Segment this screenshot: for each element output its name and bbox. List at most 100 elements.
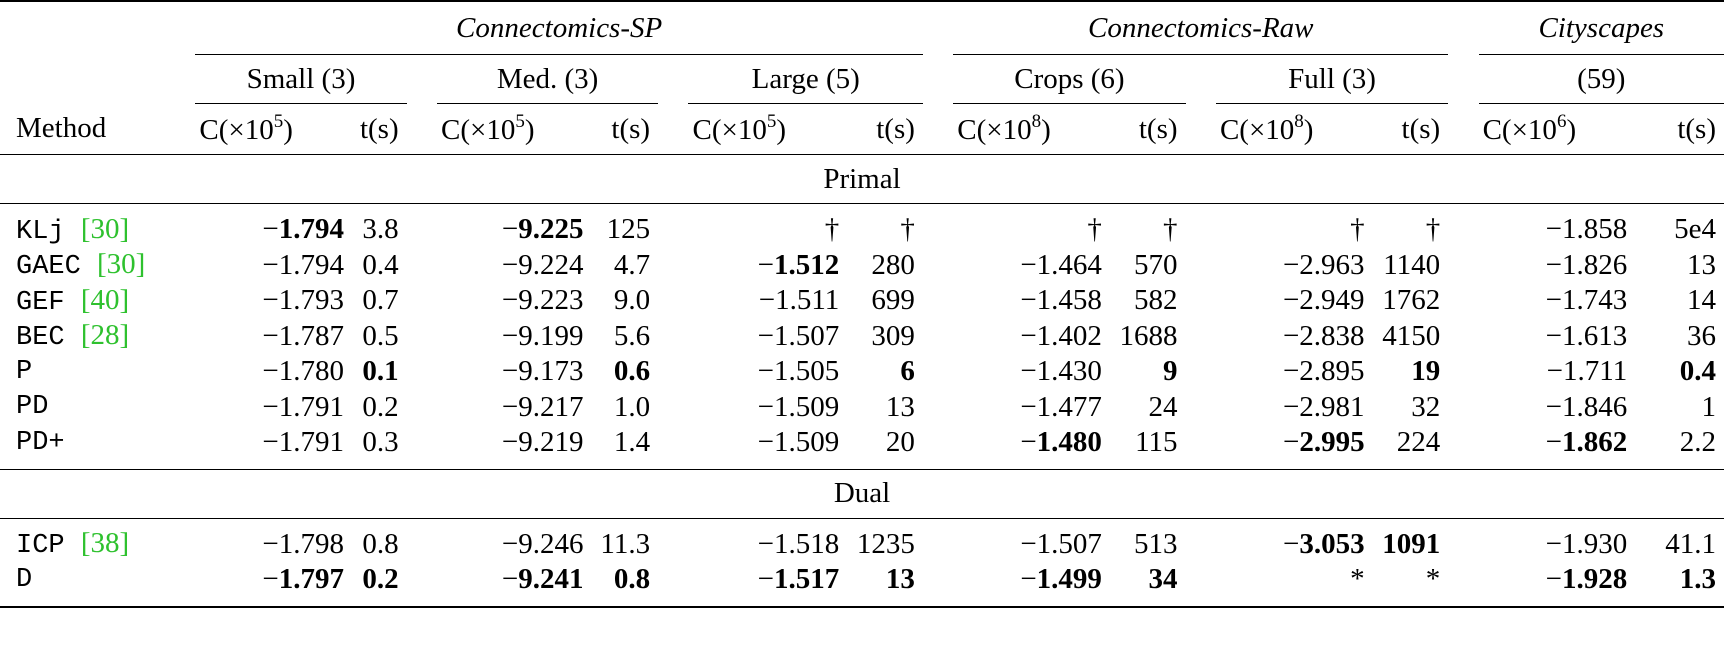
bottom-rule [0,605,1724,609]
cost-value: −1.743 [1479,283,1640,319]
time-value: 309 [851,319,923,355]
time-value: † [1377,212,1449,248]
cost-header-prefix: C(×10 [1482,114,1557,146]
method-cell: PD+ [0,425,195,461]
section-dual: Dual [0,470,1724,519]
cell-text: −1.430 [1020,355,1102,388]
time-value: † [851,212,923,248]
time-value: 280 [851,248,923,284]
cost-header-exponent: 6 [1556,111,1567,132]
time-value: 0.6 [595,354,658,390]
time-value: † [1114,212,1186,248]
citation-link[interactable]: [28] [80,319,130,352]
time-value: 13 [1639,248,1724,284]
citation-link[interactable]: [30] [80,212,130,245]
cost-value: −1.930 [1479,527,1640,563]
time-value: 9 [1114,354,1186,390]
cell-text: 699 [871,284,915,317]
method-name: PD+ [16,427,65,458]
cost-value: −1.846 [1479,390,1640,426]
time-value: 0.3 [356,425,407,461]
subgroup-small: Small (3) [195,54,407,104]
cost-header-prefix: C(×10 [957,114,1032,146]
cell-text: −1.794 [262,248,344,281]
cost-value: −1.509 [688,425,851,461]
cost-value: −9.223 [437,283,595,319]
cost-value: −1.507 [688,319,851,355]
time-value: 0.5 [356,319,407,355]
time-value: 0.8 [595,562,658,598]
time-column-header: t(s) [1677,112,1716,145]
subgroup-cityscapes-count: (59) [1478,54,1724,104]
cell-text: 1140 [1383,248,1441,281]
cost-value: −9.219 [437,425,595,461]
cost-header-suffix: ) [283,114,293,146]
cell-text: −2.981 [1282,390,1365,423]
citation-link[interactable]: [40] [80,283,130,316]
cost-header-prefix: C(×10 [199,114,274,146]
cell-text: −1.791 [262,426,344,459]
cell-text: −1.518 [757,527,840,560]
time-column-header: t(s) [611,112,651,145]
cost-value: −1.798 [195,527,356,563]
cost-header-exponent: 5 [515,111,525,132]
cost-value: −2.995 [1216,425,1377,461]
cell-text: † [1350,213,1365,246]
cost-value: −1.430 [953,354,1114,390]
cost-header-suffix: ) [524,114,535,146]
cell-text: 13 [1687,248,1716,281]
group-connectomics-sp: Connectomics-SP [195,2,923,55]
time-value: 13 [851,562,923,598]
cost-column-header: C(×105) [688,104,851,155]
table-row: PD −1.791 0.2 −9.217 1.0 −1.509 13 −1.477 24 −2.9… [0,390,1724,426]
cell-text: −2.895 [1282,355,1365,388]
bold-number: 1.797 [278,563,344,596]
cell-text: −1.858 [1545,213,1628,246]
method-name: PD [16,392,49,423]
method-name: P [16,356,33,387]
cell-text: 582 [1134,284,1178,317]
cell-text: † [1425,213,1441,246]
time-value: 0.4 [1639,354,1724,390]
cost-header-exponent: 8 [1031,111,1042,132]
cost-header-prefix: C(×10 [441,114,516,146]
time-value: 11.3 [595,527,658,563]
cell-text: −1.826 [1545,248,1628,281]
table-row: P −1.780 0.1 −9.173 0.6 −1.505 6 −1.430 9 −2.895 1… [0,354,1724,390]
time-value: 1.0 [595,390,658,426]
cell-text: −9.217 [501,390,584,423]
cost-value: * [1216,562,1377,598]
minus-sign: − [262,213,279,246]
cell-text: 0.1 [362,355,399,388]
cell-text: −1.402 [1020,319,1102,352]
cell-text: −1.507 [1020,527,1102,560]
minus-sign: − [501,213,519,246]
cell-text: −1.780 [262,355,344,388]
citation-link[interactable]: [30] [97,248,146,281]
cell-text: −2.838 [1282,319,1365,352]
minus-sign: − [1545,426,1562,459]
time-value: 699 [851,283,923,319]
cost-value: −1.477 [953,390,1114,426]
time-value: 0.2 [356,390,407,426]
method-name: GEF [16,287,81,318]
dual-top-rule [0,468,1724,470]
time-column-header: t(s) [1401,112,1441,145]
cell-text: 3.8 [362,213,399,246]
cell-text: † [900,213,915,246]
minus-sign: − [262,563,279,596]
method-cell: P [0,354,195,390]
time-value: 3.8 [356,212,407,248]
cell-text: 6 [900,355,915,388]
cost-header-exponent: 5 [766,111,777,132]
primal-rule [0,203,1724,204]
cost-value: −9.173 [437,354,595,390]
cost-value: −1.402 [953,319,1114,355]
citation-link[interactable]: [38] [80,527,130,560]
cell-text: −2.949 [1282,284,1365,317]
cell-text: 0.4 [362,248,399,281]
cell-text: −1.509 [757,390,840,423]
cost-value: −1.780 [195,354,356,390]
section-primal-label: Primal [823,162,901,195]
cell-text: 2.2 [1679,426,1716,459]
